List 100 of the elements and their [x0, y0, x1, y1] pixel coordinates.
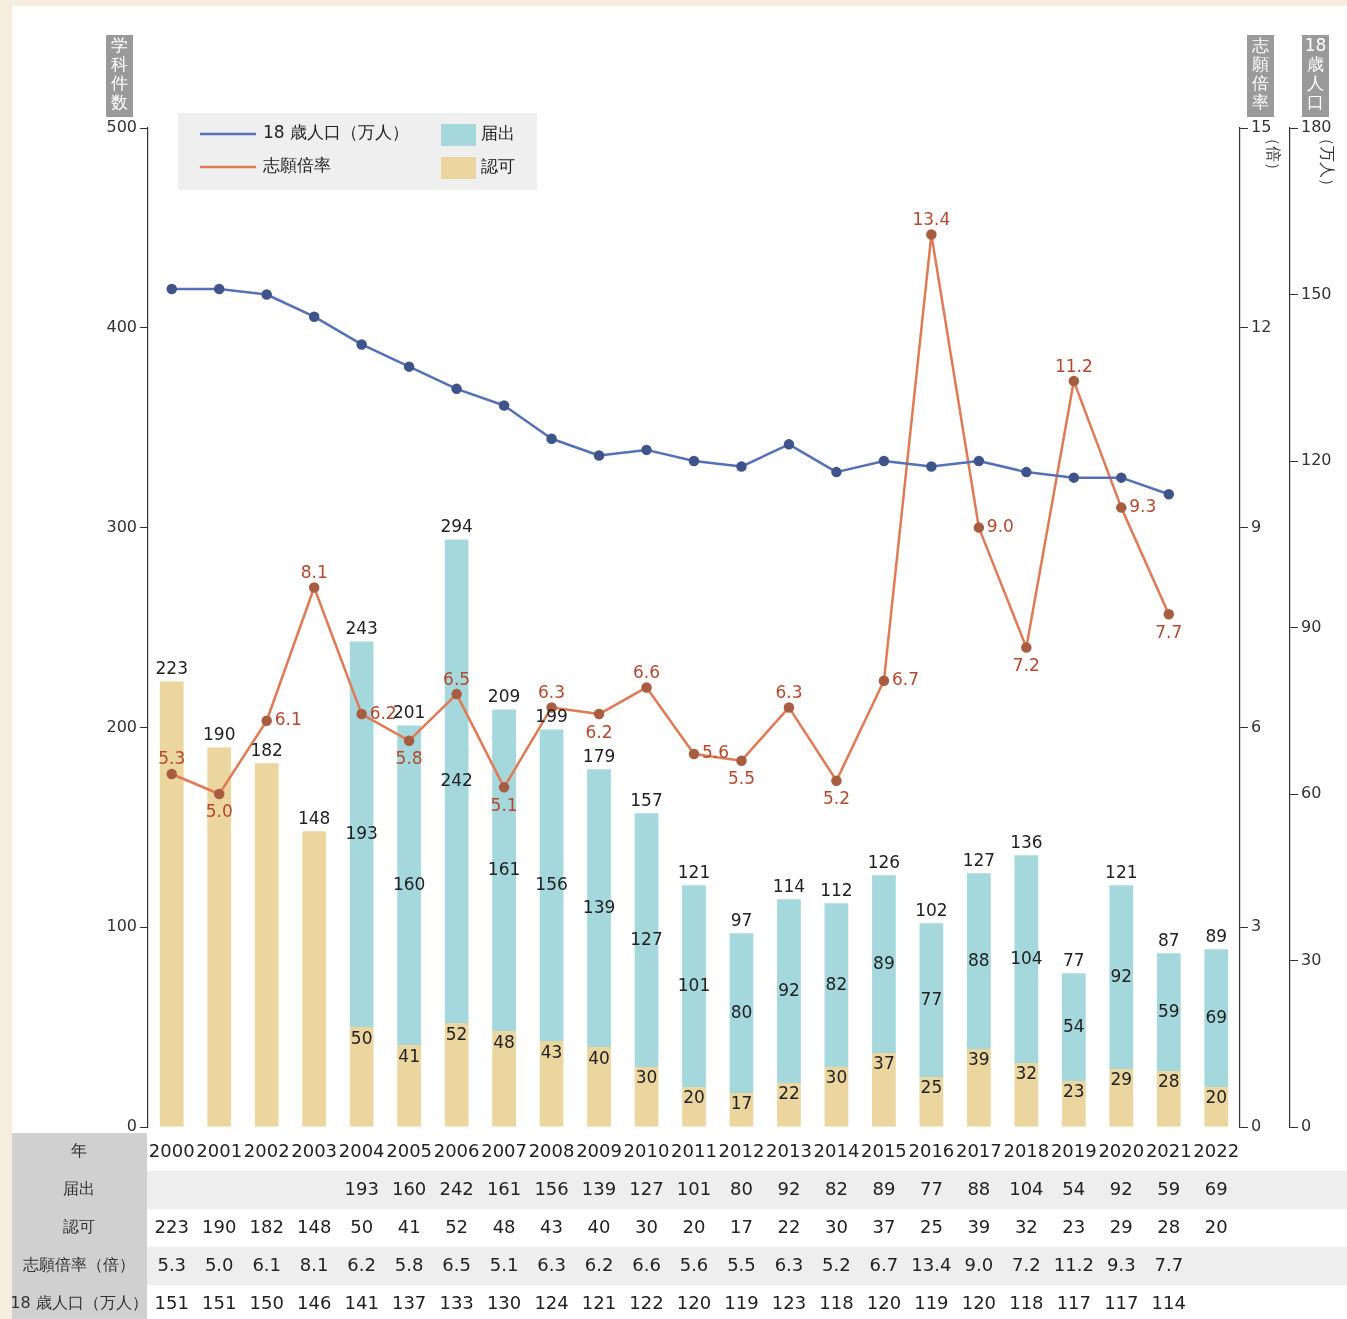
data-label: 11.2 [1054, 355, 1093, 376]
x-tick-label: 2005 [386, 1139, 433, 1161]
data-label: 124 [534, 1291, 569, 1313]
data-label: 82 [824, 1177, 848, 1199]
point [641, 444, 652, 456]
data-label: 139 [581, 1177, 617, 1199]
data-label: 160 [391, 1177, 427, 1199]
y3-tick-label: 120 [1301, 450, 1332, 470]
x-tick-label: 2012 [718, 1139, 765, 1161]
bar [159, 681, 184, 1127]
text: 6.1 [252, 1253, 282, 1275]
data-label: 6.7 [891, 669, 919, 690]
text: 50 [350, 1027, 373, 1048]
data-label: 120 [961, 1291, 997, 1313]
text: 139 [582, 896, 616, 917]
text: 5.1 [489, 1253, 519, 1275]
point [926, 461, 937, 472]
text: 7.2 [1012, 1253, 1041, 1275]
data-label: 5.1 [490, 794, 518, 815]
point [261, 289, 272, 300]
data-label: 43 [540, 1215, 564, 1237]
text: 32 [1015, 1063, 1038, 1084]
total-label: 97 [730, 909, 753, 930]
text: 104 [1010, 947, 1043, 968]
x-tick-label: 2009 [576, 1139, 622, 1161]
data-label: 30 [824, 1215, 848, 1237]
data-label: 193 [344, 1177, 379, 1199]
text: 20 [683, 1087, 705, 1108]
bar [254, 763, 279, 1127]
y-tick-label: 0 [126, 1116, 137, 1136]
x-tick-label: 2004 [338, 1139, 385, 1161]
text: 101 [677, 974, 711, 995]
bar [492, 1031, 516, 1127]
y3-tick-label: 0 [1301, 1116, 1312, 1136]
text: 17 [730, 1093, 753, 1114]
data-label: 151 [154, 1291, 189, 1313]
text: 認可 [63, 1217, 95, 1237]
x-tick-label: 2003 [291, 1139, 338, 1161]
x-tick-label: 2010 [623, 1139, 670, 1161]
bar [777, 899, 801, 1084]
bar [1061, 973, 1086, 1082]
data-label: 20 [682, 1215, 706, 1237]
text: 88 [968, 949, 990, 970]
data-label: 141 [344, 1291, 379, 1313]
data-label: 25 [919, 1215, 943, 1237]
x-tick-label: 2019 [1050, 1139, 1097, 1161]
data-label: 22 [777, 1215, 801, 1237]
data-label: 117 [1056, 1291, 1092, 1313]
text: 54 [1063, 1015, 1085, 1036]
data-label: 89 [872, 1177, 896, 1199]
text: 5.3 [157, 1253, 187, 1275]
bar [207, 747, 232, 1127]
text: 39 [968, 1049, 990, 1070]
bar [397, 1045, 421, 1127]
y2-tick-label: 6 [1251, 716, 1262, 736]
data-label: 6.1 [274, 709, 302, 730]
text: 92 [778, 979, 800, 1000]
point [546, 433, 557, 445]
x-tick-label: 2008 [528, 1139, 575, 1161]
y2-tick-label: 9 [1251, 516, 1262, 536]
text: 30 [635, 1067, 658, 1088]
point [451, 383, 462, 395]
text: 48 [493, 1031, 515, 1052]
data-label: 52 [445, 1215, 469, 1237]
text: 161 [487, 858, 521, 879]
total-label: 136 [1010, 831, 1043, 852]
y3-tick-label: 30 [1301, 949, 1322, 969]
total-label: 126 [867, 851, 901, 872]
total-label: 209 [487, 685, 521, 706]
data-label: 146 [296, 1291, 332, 1313]
y2-tick-label: 15 [1251, 117, 1272, 137]
total-label: 112 [820, 879, 853, 900]
data-label: 32 [1014, 1215, 1038, 1237]
data-label: 104 [1009, 1177, 1044, 1199]
x-tick-label: 2011 [671, 1139, 717, 1161]
data-label: 161 [486, 1177, 522, 1199]
y2-axis-title: 志願倍率 [1252, 35, 1269, 113]
x-tick-label: 2014 [813, 1139, 860, 1161]
data-label: 122 [629, 1291, 664, 1313]
text: 7.7 [1154, 1253, 1184, 1275]
text: 29 [1110, 1069, 1133, 1090]
data-label: 20 [1204, 1215, 1228, 1237]
data-label: 88 [967, 1177, 991, 1199]
point [498, 400, 510, 411]
text: 77 [920, 988, 943, 1009]
total-label: 77 [1063, 949, 1085, 970]
point [213, 283, 225, 295]
bar [919, 923, 944, 1078]
y-tick-label: 300 [106, 516, 137, 536]
data-label: 6.5 [443, 668, 471, 689]
text: 20 [1205, 1087, 1228, 1108]
x-tick-label: 2022 [1193, 1139, 1240, 1161]
text: 6.3 [537, 1253, 566, 1275]
text: 92 [1110, 965, 1133, 986]
bar [349, 1027, 374, 1127]
point [356, 339, 367, 350]
data-label: 5.2 [822, 788, 850, 809]
y-tick-label: 500 [106, 117, 137, 137]
x-tick-label: 2021 [1145, 1139, 1192, 1161]
total-label: 179 [582, 745, 616, 766]
